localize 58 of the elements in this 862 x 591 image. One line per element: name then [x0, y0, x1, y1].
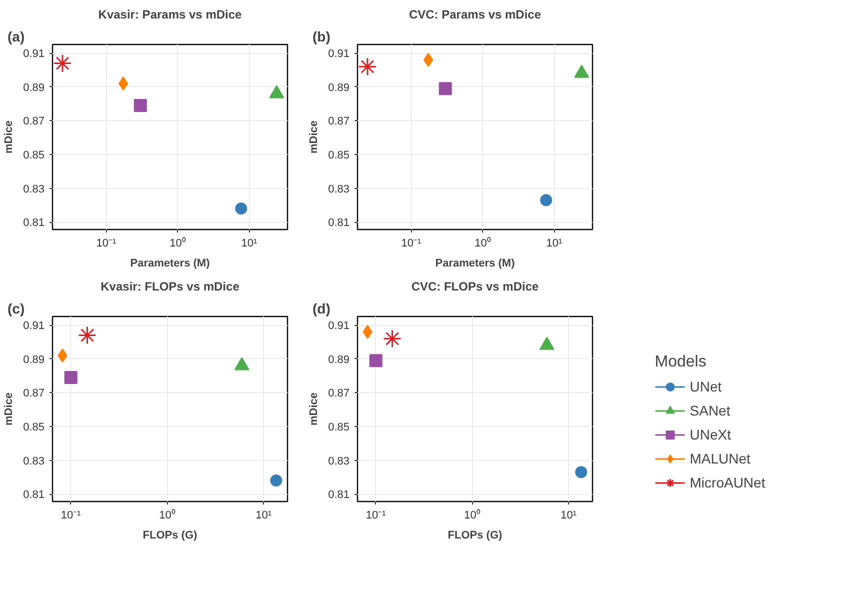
y-tick-label: 0.91 — [328, 48, 350, 60]
y-tick-label: 0.83 — [328, 183, 350, 196]
x-tick-label: 10¹ — [560, 510, 577, 522]
chart-title: Kvasir: FLOPs vs mDice — [100, 280, 240, 294]
y-tick-label: 0.91 — [23, 320, 45, 332]
x-tick-label: 10⁰ — [170, 236, 186, 250]
x-axis-title: FLOPs (G) — [142, 530, 198, 542]
y-tick-label: 0.89 — [23, 354, 45, 366]
y-tick-label: 0.87 — [23, 116, 45, 128]
text: (d) — [312, 300, 330, 316]
x-tick-label: 10⁻¹ — [60, 510, 82, 522]
legend-title: Models — [654, 353, 708, 371]
y-tick-label: 0.87 — [328, 116, 350, 128]
chart-title: Kvasir: Params vs mDice — [98, 8, 242, 22]
chart-title: CVC: Params vs mDice — [408, 8, 542, 22]
y-tick-label: 0.85 — [23, 421, 45, 434]
y-tick-label: 0.85 — [23, 149, 45, 162]
y-tick-label: 0.81 — [23, 217, 45, 230]
legend-label: MALUNet — [690, 450, 750, 466]
y-tick-label: 0.81 — [328, 489, 350, 502]
legend-label: SANet — [690, 402, 730, 418]
x-tick-label: 10⁰ — [464, 508, 480, 522]
y-tick-label: 0.87 — [23, 388, 45, 400]
x-tick-label: 10⁰ — [474, 236, 491, 250]
y-tick-label: 0.89 — [328, 82, 350, 94]
x-tick-label: 10⁰ — [159, 508, 176, 522]
x-axis-title: Parameters (M) — [130, 258, 210, 270]
y-tick-label: 0.89 — [328, 354, 350, 366]
x-tick-label: 10⁻¹ — [366, 510, 386, 522]
y-axis-title: mDice — [308, 120, 320, 154]
y-tick-label: 0.83 — [23, 455, 45, 468]
y-tick-label: 0.85 — [328, 149, 350, 162]
text: (b) — [312, 28, 330, 44]
x-tick-label: 10⁻¹ — [401, 238, 422, 250]
legend-label: UNet — [690, 378, 722, 394]
x-tick-label: 10⁻¹ — [96, 238, 117, 250]
x-tick-label: 10¹ — [241, 238, 258, 250]
y-tick-label: 0.83 — [23, 183, 45, 196]
y-tick-label: 0.91 — [23, 48, 45, 60]
y-tick-label: 0.87 — [328, 388, 350, 400]
x-tick-label: 10¹ — [256, 510, 272, 522]
y-tick-label: 0.91 — [328, 320, 350, 332]
x-tick-label: 10¹ — [546, 238, 563, 250]
y-tick-label: 0.81 — [328, 217, 350, 230]
y-tick-label: 0.85 — [328, 421, 350, 434]
text: (a) — [8, 28, 25, 44]
y-axis-title: mDice — [3, 392, 16, 426]
y-tick-label: 0.83 — [328, 455, 350, 468]
y-tick-label: 0.81 — [23, 489, 45, 502]
y-axis-title: mDice — [3, 120, 16, 154]
legend-label: UNeXt — [690, 426, 731, 442]
x-axis-title: FLOPs (G) — [448, 530, 503, 542]
y-axis-title: mDice — [308, 392, 320, 426]
legend-label: MicroAUNet — [690, 474, 766, 490]
x-axis-title: Parameters (M) — [435, 258, 516, 270]
chart-title: CVC: FLOPs vs mDice — [411, 280, 540, 294]
y-tick-label: 0.89 — [23, 82, 45, 94]
text: (c) — [8, 300, 25, 316]
